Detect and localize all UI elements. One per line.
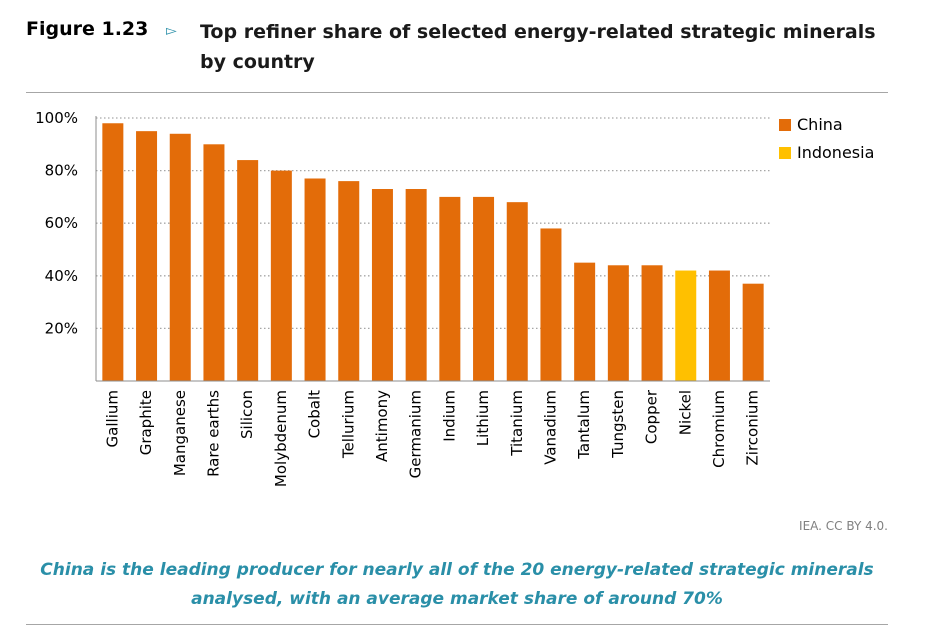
bar xyxy=(641,265,663,381)
legend-swatch-indonesia xyxy=(779,146,791,159)
x-tick-label: Copper xyxy=(643,389,661,444)
bar xyxy=(169,133,191,381)
x-tick-label: Antimony xyxy=(373,390,391,462)
bar xyxy=(371,189,393,381)
x-tick-label: Tellurium xyxy=(339,390,357,459)
legend-item-china: China xyxy=(779,115,843,134)
bar xyxy=(473,196,495,381)
x-tick-label: Graphite xyxy=(137,390,155,455)
x-tick-label: Nickel xyxy=(676,390,694,435)
bar xyxy=(405,189,427,381)
bar xyxy=(675,270,697,381)
x-tick-label: Vanadium xyxy=(541,390,559,465)
bar xyxy=(338,181,360,381)
legend-item-indonesia: Indonesia xyxy=(779,143,874,162)
figure-caption: China is the leading producer for nearly… xyxy=(40,560,874,609)
y-tick-label: 100% xyxy=(35,109,78,127)
source-note: IEA. CC BY 4.0. xyxy=(799,519,888,533)
x-tick-label: Rare earths xyxy=(204,390,222,477)
figure-title: Top refiner share of selected energy-rel… xyxy=(200,21,876,73)
y-tick-label: 20% xyxy=(45,319,78,337)
x-tick-label: Gallium xyxy=(103,390,121,447)
bar xyxy=(506,202,528,381)
bar xyxy=(270,170,292,381)
x-tick-label: Tantalum xyxy=(575,390,593,460)
bar xyxy=(742,283,764,381)
x-tick-label: Zirconium xyxy=(744,390,762,466)
bar-chart: 20% 40% 60% 80% 100% Gallium Graphite Manganese… xyxy=(35,109,770,487)
x-tick-label: Molybdenum xyxy=(272,390,290,487)
triangle-right-icon: ▻ xyxy=(166,22,177,38)
x-tick-label: Tungsten xyxy=(609,390,627,459)
bar xyxy=(102,123,124,381)
bar xyxy=(136,131,158,381)
y-tick-label: 60% xyxy=(45,214,78,232)
bar xyxy=(439,196,461,381)
top-divider xyxy=(26,92,888,93)
x-tick-label: Chromium xyxy=(710,390,728,468)
x-tick-label: Indium xyxy=(440,390,458,442)
figure-label: Figure 1.23 xyxy=(26,18,149,40)
x-tick-label: Manganese xyxy=(171,390,189,476)
y-tick-label: 40% xyxy=(45,267,78,285)
y-tick-label: 80% xyxy=(45,162,78,180)
legend-label-china: China xyxy=(797,115,843,134)
bar xyxy=(574,262,596,381)
x-tick-label: Titanium xyxy=(508,390,526,457)
x-tick-label: Cobalt xyxy=(306,390,324,439)
bar xyxy=(540,228,562,381)
x-tick-label: Silicon xyxy=(238,390,256,439)
legend-label-indonesia: Indonesia xyxy=(797,143,875,162)
bar xyxy=(203,144,225,381)
x-tick-label: Germanium xyxy=(407,390,425,478)
bar xyxy=(237,160,259,381)
bar xyxy=(607,265,629,381)
bar xyxy=(304,178,326,381)
legend-swatch-china xyxy=(779,118,791,131)
x-tick-label: Lithium xyxy=(474,390,492,446)
bar xyxy=(708,270,730,381)
